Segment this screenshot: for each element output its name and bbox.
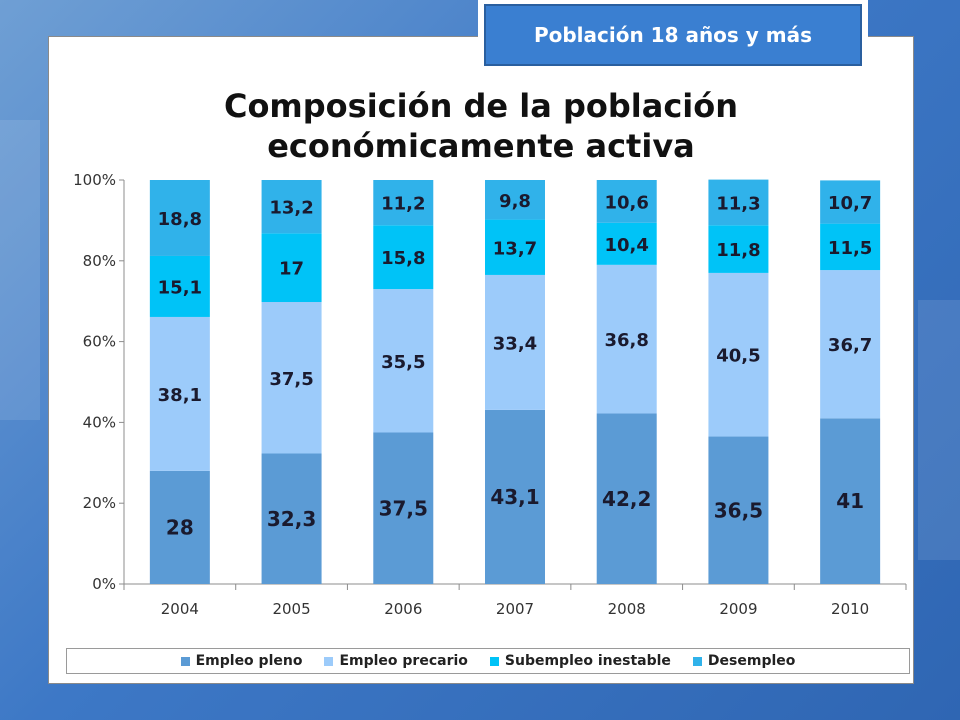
population-badge-label: Población 18 años y más (484, 4, 862, 66)
bar-segment (485, 180, 545, 220)
y-tick-label: 100% (73, 171, 116, 189)
legend-swatch (180, 656, 190, 666)
x-tick-label: 2005 (272, 600, 310, 618)
bar-segment (149, 180, 210, 256)
chart-title-line-2: económicamente activa (267, 127, 695, 165)
y-tick-label: 0% (92, 575, 116, 593)
bar-segment (708, 225, 769, 273)
bar-segment (373, 432, 434, 584)
data-label: 11,5 (828, 238, 872, 259)
x-tick-label: 2007 (496, 600, 534, 618)
data-label: 41 (836, 489, 864, 513)
data-label: 42,2 (602, 487, 651, 511)
bar-segment (373, 289, 434, 433)
data-label: 37,5 (269, 369, 313, 390)
chart-title: Composición de la población económicamen… (48, 86, 914, 166)
bar-segment (596, 413, 657, 584)
data-label: 10,6 (605, 192, 649, 213)
bar-segment (485, 274, 545, 410)
bar-segment (820, 270, 881, 419)
data-label: 9,8 (499, 191, 531, 212)
legend-item: Empleo pleno (180, 653, 303, 669)
data-label: 18,8 (158, 209, 202, 230)
data-label: 33,4 (493, 333, 537, 354)
legend-swatch (489, 656, 499, 666)
legend-item: Subempleo inestable (489, 653, 671, 669)
legend-label: Empleo precario (339, 653, 468, 669)
y-tick-label: 20% (83, 494, 116, 512)
background-decoration (0, 120, 40, 420)
bar-segment (373, 225, 434, 290)
bar-segment (149, 316, 210, 471)
data-label: 36,5 (714, 498, 763, 522)
data-label: 10,7 (828, 193, 872, 214)
x-tick-label: 2008 (608, 600, 646, 618)
data-label: 32,3 (267, 507, 316, 531)
bar-segment (708, 436, 769, 584)
data-label: 35,5 (381, 352, 425, 373)
bar-segment (261, 453, 322, 584)
bar-segment (373, 180, 434, 226)
data-label: 11,3 (716, 193, 760, 214)
data-label: 36,8 (605, 330, 649, 351)
data-label: 11,2 (381, 194, 425, 215)
bar-segment (820, 223, 881, 271)
legend-item: Desempleo (692, 653, 796, 669)
data-label: 43,1 (490, 485, 539, 509)
data-label: 40,5 (716, 346, 760, 367)
bar-segment (261, 302, 322, 454)
background-decoration (918, 300, 960, 560)
legend-swatch (692, 656, 702, 666)
legend-label: Subempleo inestable (504, 653, 671, 669)
legend-item: Empleo precario (324, 653, 468, 669)
data-label: 37,5 (379, 496, 428, 520)
bar-segment (708, 272, 769, 437)
chart-legend: Empleo pleno Empleo precario Subempleo ine… (66, 648, 910, 674)
x-tick-label: 2009 (719, 600, 757, 618)
bar-segment (149, 470, 210, 584)
bar-segment (149, 255, 210, 317)
bar-segment (261, 180, 322, 234)
chart-title-line-1: Composición de la población (223, 87, 739, 125)
data-label: 11,8 (716, 240, 760, 261)
legend-swatch (324, 656, 334, 666)
bar-segment (261, 233, 322, 303)
data-label: 28 (166, 515, 194, 539)
x-tick-label: 2010 (831, 600, 869, 618)
bar-segment (708, 179, 769, 226)
bar-segment (596, 222, 657, 265)
data-label: 13,2 (269, 198, 313, 219)
bar-segment (820, 180, 881, 224)
bar-segment (485, 219, 545, 275)
data-label: 13,7 (493, 238, 537, 259)
y-tick-label: 80% (83, 252, 116, 270)
x-tick-label: 2006 (384, 600, 422, 618)
bar-segment (485, 409, 545, 584)
population-badge: Población 18 años y más (478, 0, 868, 72)
bar-segment (596, 264, 657, 414)
bar-segment (596, 180, 657, 223)
y-tick-label: 40% (83, 413, 116, 431)
data-label: 10,4 (605, 235, 649, 256)
data-label: 36,7 (828, 335, 872, 356)
y-tick-label: 60% (83, 333, 116, 351)
bar-segment (820, 418, 881, 584)
legend-label: Desempleo (707, 653, 796, 669)
legend-label: Empleo pleno (195, 653, 303, 669)
data-label: 38,1 (158, 385, 202, 406)
x-tick-label: 2004 (161, 600, 199, 618)
data-label: 15,8 (381, 248, 425, 269)
data-label: 17 (279, 259, 304, 280)
data-label: 15,1 (158, 277, 202, 298)
